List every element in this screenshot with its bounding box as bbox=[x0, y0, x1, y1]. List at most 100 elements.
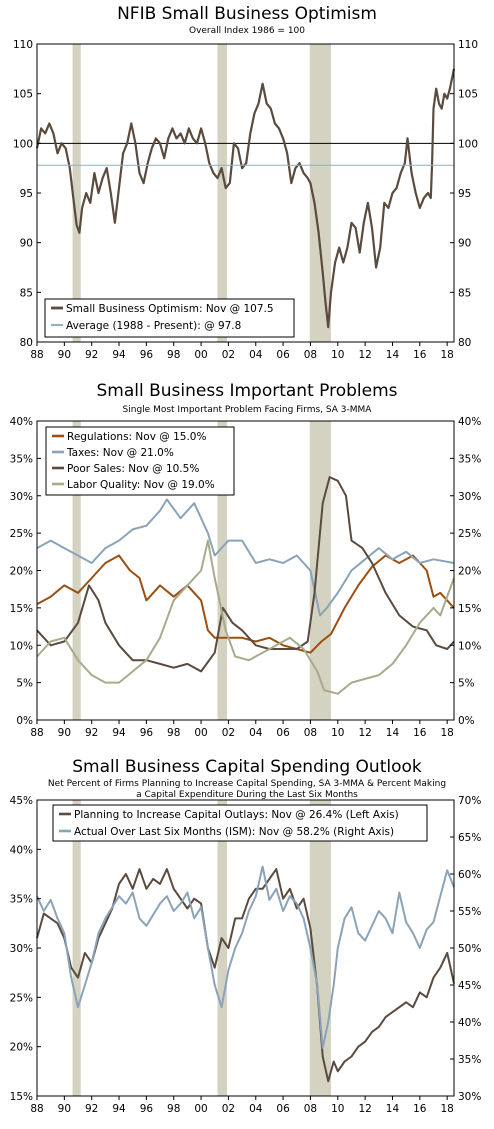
problems-chart: Small Business Important Problems Single… bbox=[0, 376, 494, 746]
y-tick-label-left: 15% bbox=[10, 1091, 33, 1103]
legend-label-0: Planning to Increase Capital Outlays: No… bbox=[74, 809, 399, 821]
legend-label-0: Small Business Optimism: Nov @ 107.5 bbox=[66, 303, 274, 315]
y-tick-label-right: 105 bbox=[458, 89, 478, 101]
y-tick-label-right: 85 bbox=[458, 287, 471, 299]
y-tick-label-right: 20% bbox=[458, 566, 481, 578]
x-tick-label: 90 bbox=[58, 727, 71, 739]
y-tick-label-right: 35% bbox=[458, 1054, 481, 1066]
y-tick-label-left: 85 bbox=[20, 287, 33, 299]
y-tick-label-left: 45% bbox=[10, 795, 33, 807]
recession-band-0 bbox=[72, 800, 81, 1096]
recession-band-0 bbox=[72, 44, 81, 342]
y-tick-label-left: 80 bbox=[20, 337, 33, 349]
x-tick-label: 02 bbox=[222, 349, 235, 361]
x-tick-label: 06 bbox=[276, 727, 290, 739]
y-tick-label-right: 45% bbox=[458, 980, 481, 992]
legend-label-1: Actual Over Last Six Months (ISM): Nov @… bbox=[74, 826, 394, 838]
y-tick-label-left: 30% bbox=[10, 491, 33, 503]
x-tick-label: 12 bbox=[358, 349, 371, 361]
x-tick-label: 96 bbox=[140, 727, 154, 739]
x-tick-label: 94 bbox=[112, 349, 126, 361]
y-tick-label-right: 95 bbox=[458, 188, 471, 200]
chart-subtitle: Overall Index 1986 = 100 bbox=[189, 26, 305, 36]
y-tick-label-right: 15% bbox=[458, 603, 481, 615]
x-tick-label: 14 bbox=[386, 349, 400, 361]
y-tick-label-left: 0% bbox=[16, 715, 33, 727]
x-tick-label: 08 bbox=[304, 349, 317, 361]
legend-label-3: Labor Quality: Nov @ 19.0% bbox=[67, 479, 215, 491]
chart-title: Small Business Capital Spending Outlook bbox=[72, 757, 422, 777]
x-tick-label: 02 bbox=[222, 727, 235, 739]
x-tick-label: 12 bbox=[358, 727, 371, 739]
x-tick-label: 18 bbox=[440, 349, 453, 361]
x-tick-label: 08 bbox=[304, 1103, 317, 1115]
x-tick-label: 00 bbox=[194, 727, 207, 739]
x-tick-label: 10 bbox=[331, 727, 344, 739]
legend-box bbox=[44, 298, 295, 338]
recession-band-1 bbox=[217, 421, 228, 720]
x-tick-label: 98 bbox=[167, 349, 180, 361]
y-tick-label-left: 20% bbox=[10, 566, 33, 578]
x-tick-label: 08 bbox=[304, 727, 317, 739]
x-tick-label: 06 bbox=[276, 349, 290, 361]
x-tick-label: 98 bbox=[167, 727, 180, 739]
x-tick-label: 06 bbox=[276, 1103, 290, 1115]
y-tick-label-left: 110 bbox=[13, 39, 33, 51]
y-tick-label-right: 110 bbox=[458, 39, 478, 51]
recession-band-1 bbox=[217, 800, 228, 1096]
y-tick-label-right: 30% bbox=[458, 1091, 481, 1103]
x-tick-label: 00 bbox=[194, 1103, 207, 1115]
recession-band-0 bbox=[72, 421, 81, 720]
y-tick-label-right: 65% bbox=[458, 832, 481, 844]
x-tick-label: 02 bbox=[222, 1103, 235, 1115]
recession-band-2 bbox=[309, 421, 331, 720]
y-tick-label-right: 100 bbox=[458, 138, 478, 150]
y-tick-label-left: 40% bbox=[10, 416, 33, 428]
x-tick-label: 92 bbox=[85, 727, 98, 739]
y-tick-label-left: 25% bbox=[10, 992, 33, 1004]
series-line-1 bbox=[36, 498, 455, 617]
y-tick-label-left: 5% bbox=[16, 678, 33, 690]
x-tick-label: 14 bbox=[386, 727, 400, 739]
y-tick-label-left: 35% bbox=[10, 453, 33, 465]
legend-label-0: Regulations: Nov @ 15.0% bbox=[67, 431, 206, 443]
x-tick-label: 10 bbox=[331, 1103, 344, 1115]
optimism-chart: NFIB Small Business Optimism Overall Ind… bbox=[0, 0, 494, 370]
x-tick-label: 88 bbox=[30, 1103, 43, 1115]
optimism-chart-svg: NFIB Small Business Optimism Overall Ind… bbox=[13, 4, 478, 361]
capex-chart-svg: Small Business Capital Spending Outlook … bbox=[10, 757, 482, 1115]
x-tick-label: 94 bbox=[112, 1103, 126, 1115]
y-tick-label-right: 50% bbox=[458, 943, 481, 955]
plot-frame bbox=[36, 799, 455, 1097]
series-line-1 bbox=[36, 865, 455, 1049]
x-tick-label: 96 bbox=[140, 1103, 154, 1115]
x-tick-label: 94 bbox=[112, 727, 126, 739]
x-tick-label: 16 bbox=[413, 1103, 427, 1115]
x-tick-label: 12 bbox=[358, 1103, 371, 1115]
x-tick-label: 04 bbox=[249, 727, 263, 739]
y-tick-label-right: 30% bbox=[458, 491, 481, 503]
x-tick-label: 16 bbox=[413, 349, 427, 361]
x-tick-label: 04 bbox=[249, 349, 263, 361]
x-tick-label: 00 bbox=[194, 349, 207, 361]
x-tick-label: 88 bbox=[30, 727, 43, 739]
y-tick-label-left: 90 bbox=[20, 238, 33, 250]
y-tick-label-left: 15% bbox=[10, 603, 33, 615]
legend-label-1: Taxes: Nov @ 21.0% bbox=[66, 447, 174, 459]
chart-title: Small Business Important Problems bbox=[96, 381, 397, 401]
x-tick-label: 92 bbox=[85, 1103, 98, 1115]
recession-band-1 bbox=[217, 44, 228, 342]
chart-subtitle-line-1: Net Percent of Firms Planning to Increas… bbox=[48, 779, 446, 789]
capex-chart: Small Business Capital Spending Outlook … bbox=[0, 752, 494, 1129]
y-tick-label-right: 55% bbox=[458, 906, 481, 918]
legend-label-2: Poor Sales: Nov @ 10.5% bbox=[67, 463, 199, 475]
y-tick-label-right: 40% bbox=[458, 1017, 481, 1029]
y-tick-label-left: 35% bbox=[10, 894, 33, 906]
y-tick-label-right: 5% bbox=[458, 678, 475, 690]
x-tick-label: 04 bbox=[249, 1103, 263, 1115]
y-tick-label-right: 90 bbox=[458, 238, 471, 250]
x-tick-label: 98 bbox=[167, 1103, 180, 1115]
chart-subtitle: Single Most Important Problem Facing Fir… bbox=[123, 405, 373, 415]
y-tick-label-right: 0% bbox=[458, 715, 475, 727]
y-tick-label-left: 95 bbox=[20, 188, 33, 200]
